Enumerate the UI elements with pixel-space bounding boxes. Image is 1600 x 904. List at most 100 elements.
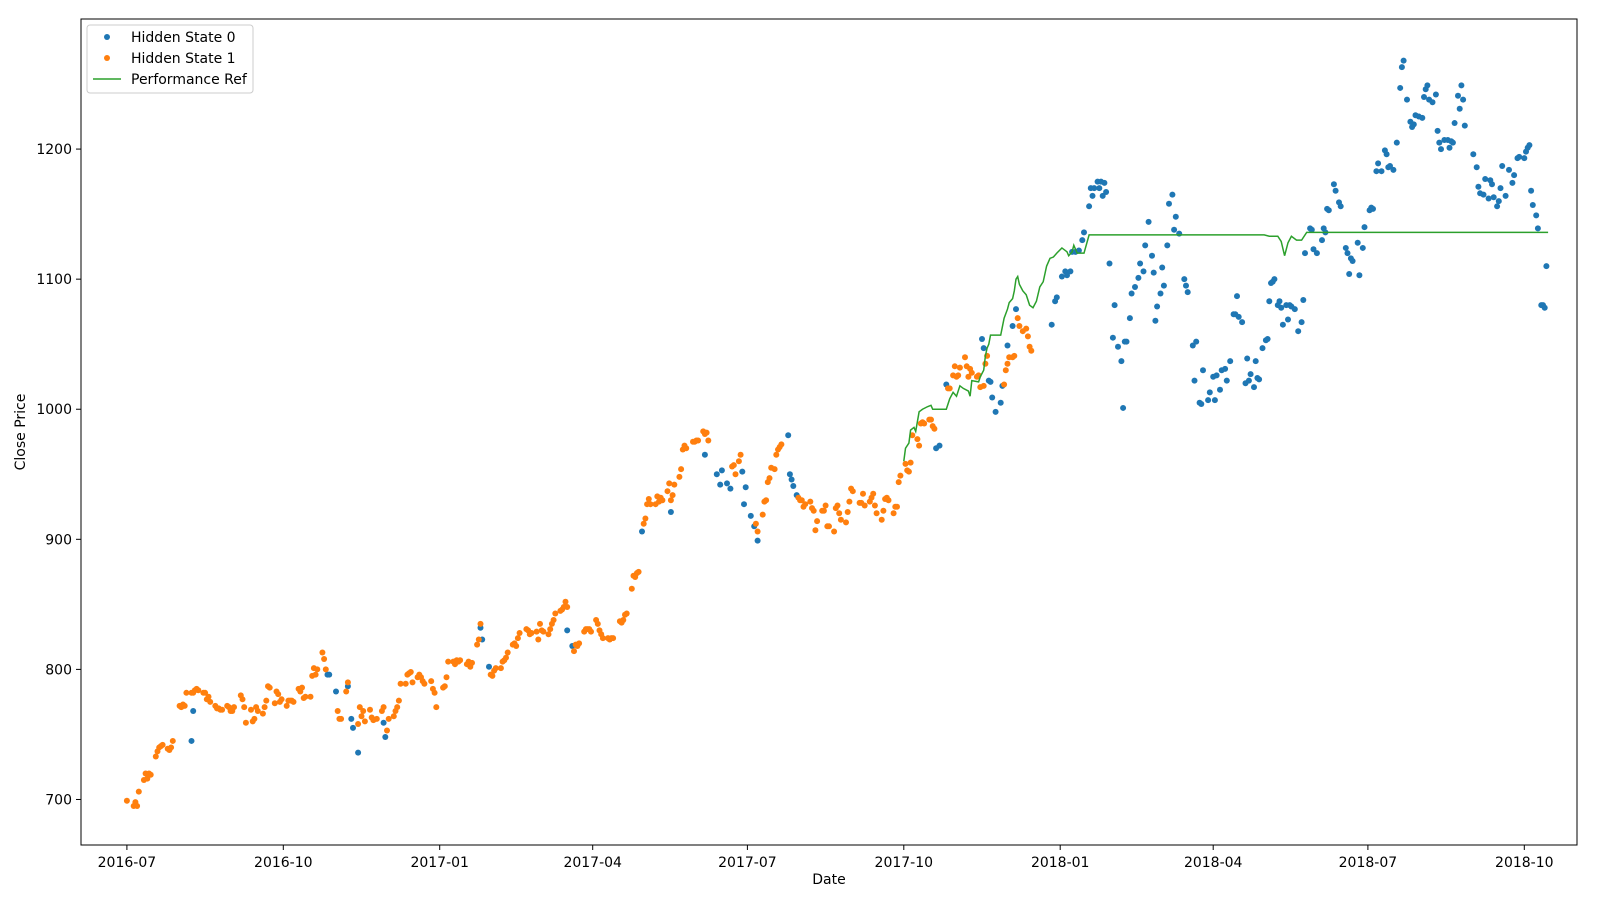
data-point: [1521, 155, 1528, 162]
data-point: [540, 628, 547, 635]
data-point: [1086, 203, 1093, 210]
data-point: [802, 501, 809, 508]
data-point: [894, 503, 900, 510]
data-point: [457, 657, 464, 664]
data-point: [254, 708, 261, 715]
data-point: [1251, 384, 1257, 391]
data-point: [1534, 225, 1541, 232]
data-point: [1205, 397, 1212, 404]
data-point: [1166, 200, 1172, 207]
data-point: [1150, 269, 1157, 276]
data-point: [1245, 377, 1252, 384]
data-point: [754, 537, 761, 544]
data-point: [1016, 322, 1023, 329]
legend-label-state1: Hidden State 1: [131, 51, 236, 67]
x-axis-ticks: 2016-07 2016-10 2017-01 2017-04 2017-07 2017-…: [98, 845, 1554, 871]
data-point: [759, 511, 766, 518]
data-point: [871, 502, 878, 509]
data-point: [1449, 139, 1456, 146]
data-point: [846, 498, 853, 505]
data-point: [1256, 376, 1263, 383]
data-point: [259, 710, 266, 717]
data-point: [1001, 381, 1008, 388]
data-point: [678, 466, 685, 473]
data-point: [713, 471, 720, 478]
data-point: [766, 475, 773, 482]
data-point: [1247, 371, 1254, 378]
data-point: [1096, 185, 1103, 192]
data-point: [754, 528, 761, 535]
data-point: [968, 369, 975, 376]
x-tick-label: 2016-07: [98, 855, 157, 871]
data-point: [724, 480, 730, 487]
data-point: [503, 654, 509, 661]
data-point: [445, 658, 452, 665]
data-point: [980, 382, 987, 389]
data-point: [1013, 306, 1019, 313]
data-point: [897, 472, 904, 479]
data-point: [1475, 183, 1482, 190]
data-point: [1024, 333, 1031, 340]
data-point: [1279, 321, 1286, 328]
data-point: [278, 696, 285, 703]
data-point: [965, 373, 972, 380]
data-point: [1438, 146, 1444, 153]
data-point: [810, 507, 817, 514]
data-point: [1495, 198, 1502, 205]
data-point: [647, 501, 654, 508]
data-point: [407, 669, 414, 675]
data-point: [188, 737, 195, 744]
data-point: [1509, 179, 1516, 186]
data-point: [878, 516, 885, 523]
data-point: [1302, 250, 1308, 257]
data-point: [1473, 164, 1480, 171]
data-point: [1222, 365, 1229, 372]
data-point: [428, 678, 435, 685]
data-point: [836, 510, 843, 517]
data-point: [1159, 264, 1166, 271]
data-point: [535, 636, 542, 643]
data-point: [266, 684, 273, 691]
data-point: [1342, 244, 1349, 251]
data-point: [1244, 355, 1251, 362]
data-point: [1140, 268, 1147, 275]
data-point: [834, 502, 841, 509]
data-point: [905, 468, 912, 475]
data-point: [1002, 367, 1009, 374]
data-point: [516, 629, 523, 636]
data-point: [1171, 226, 1178, 233]
data-point: [355, 721, 362, 728]
data-point: [169, 737, 176, 744]
data-point: [469, 659, 475, 666]
data-point: [326, 671, 333, 678]
y-axis-label: Close Price: [13, 394, 29, 471]
data-point: [1126, 315, 1133, 322]
plot-area: [81, 19, 1577, 845]
data-point: [849, 488, 856, 495]
data-point: [183, 689, 190, 696]
data-point: [594, 620, 601, 627]
data-point: [1227, 358, 1234, 365]
data-point: [537, 620, 543, 627]
data-point: [752, 520, 759, 527]
data-point: [1264, 335, 1271, 342]
data-point: [639, 528, 645, 535]
data-point: [1217, 386, 1223, 393]
data-point: [921, 420, 928, 427]
data-point: [486, 663, 492, 670]
data-point: [640, 520, 647, 527]
data-point: [1497, 185, 1504, 192]
data-point: [350, 724, 356, 731]
data-point: [742, 484, 749, 491]
data-point: [980, 345, 987, 352]
data-point: [785, 432, 792, 439]
data-point: [1011, 352, 1018, 359]
data-point: [1485, 195, 1492, 202]
data-point: [1189, 342, 1196, 349]
data-point: [812, 527, 819, 534]
legend-marker-state1: [104, 55, 110, 61]
data-point: [786, 471, 793, 478]
x-axis-label: Date: [812, 872, 845, 888]
data-point: [1451, 120, 1458, 127]
data-point: [814, 518, 821, 525]
